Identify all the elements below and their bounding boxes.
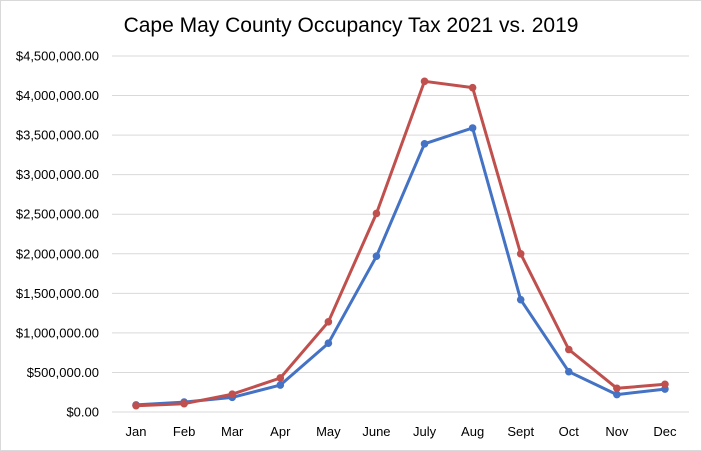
data-series xyxy=(132,77,669,410)
y-tick-label: $2,500,000.00 xyxy=(16,207,99,222)
series-2 xyxy=(132,77,669,410)
series-2-point-mar[interactable] xyxy=(228,390,237,399)
gridlines xyxy=(112,55,689,413)
y-tick-label: $0.00 xyxy=(66,405,99,420)
y-tick-label: $3,500,000.00 xyxy=(16,128,99,143)
series-2-line xyxy=(134,79,667,408)
x-tick-label: Sept xyxy=(507,424,534,439)
x-tick-label: Aug xyxy=(461,424,484,439)
series-1-point-aug[interactable] xyxy=(468,124,477,132)
series-1-line xyxy=(134,126,667,407)
series-2-point-nov[interactable] xyxy=(613,384,621,393)
series-2-point-may[interactable] xyxy=(324,318,333,326)
series-2-point-july[interactable] xyxy=(420,77,429,86)
series-1-point-apr[interactable] xyxy=(276,381,285,389)
series-2-point-aug[interactable] xyxy=(468,83,477,92)
series-2-point-apr[interactable] xyxy=(276,374,285,382)
series-1-point-nov[interactable] xyxy=(613,390,621,399)
y-tick-label: $1,500,000.00 xyxy=(16,286,99,301)
x-tick-label: Dec xyxy=(653,424,677,439)
series-1-point-july[interactable] xyxy=(420,140,429,148)
x-tick-label: Feb xyxy=(173,424,195,439)
series-2-point-dec[interactable] xyxy=(661,380,669,389)
y-tick-label: $3,000,000.00 xyxy=(16,167,99,182)
y-tick-label: $4,500,000.00 xyxy=(16,49,99,64)
x-tick-label: Apr xyxy=(270,424,291,439)
y-axis-tick-labels: $0.00 $500,000.00 $1,000,000.00 $1,500,000.… xyxy=(16,49,99,420)
y-tick-label: $4,000,000.00 xyxy=(16,88,99,103)
series-1-point-june[interactable] xyxy=(372,252,381,260)
series-2-point-sept[interactable] xyxy=(516,249,525,258)
x-tick-label: May xyxy=(316,424,341,439)
x-tick-label: Mar xyxy=(221,424,244,439)
series-1-point-sept[interactable] xyxy=(516,295,525,304)
series-1-point-oct[interactable] xyxy=(564,367,573,376)
series-2-point-jan[interactable] xyxy=(132,401,140,410)
x-tick-label: Oct xyxy=(559,424,580,439)
y-tick-label: $500,000.00 xyxy=(27,365,99,380)
series-2-point-feb[interactable] xyxy=(180,399,188,408)
series-2-point-oct[interactable] xyxy=(564,345,573,354)
x-tick-label: Nov xyxy=(605,424,629,439)
chart-title: Cape May County Occupancy Tax 2021 vs. 2… xyxy=(124,14,579,37)
x-axis-tick-labels: Jan Feb Mar Apr May June July Aug Sept Oct Nov Dec xyxy=(126,424,677,439)
series-1-point-may[interactable] xyxy=(324,339,333,347)
x-tick-label: Jan xyxy=(126,424,147,439)
y-tick-label: $2,000,000.00 xyxy=(16,246,99,261)
series-2-point-june[interactable] xyxy=(372,209,381,218)
x-tick-label: June xyxy=(362,424,390,439)
x-tick-label: July xyxy=(413,424,437,439)
y-tick-label: $1,000,000.00 xyxy=(16,325,99,340)
